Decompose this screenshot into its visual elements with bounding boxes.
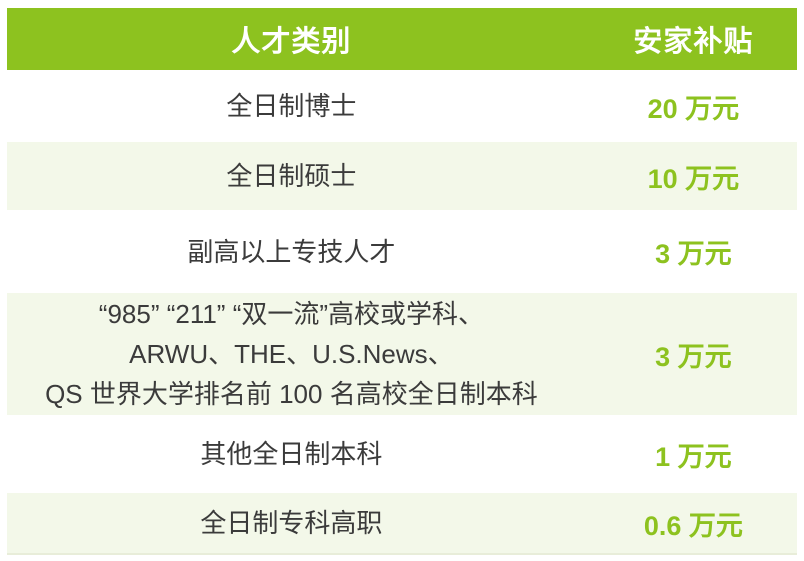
subsidy-cell: 0.6 万元 xyxy=(643,510,743,541)
subsidy-cell: 3 万元 xyxy=(655,239,732,269)
category-line: 全日制博士 xyxy=(226,91,357,121)
header-subsidy-cell: 安家补贴 xyxy=(633,26,754,58)
table-header-row: 人才类别 安家补贴 xyxy=(7,8,797,70)
category-cell: 全日制硕士 xyxy=(7,156,576,196)
category-line: ARWU、THE、U.S.News、 xyxy=(129,339,454,369)
category-line: “985” “211” “双一流”高校或学科、 xyxy=(98,299,485,329)
table-row: 全日制博士 20 万元 xyxy=(7,70,797,142)
table-row: 副高以上专技人才 3 万元 xyxy=(7,210,797,293)
subsidy-table: 人才类别 安家补贴 全日制博士 20 万元 全日制硕士 10 万元 副高以上专技… xyxy=(7,8,797,555)
header-category-cell: 人才类别 xyxy=(231,26,352,58)
table-row: “985” “211” “双一流”高校或学科、 ARWU、THE、U.S.News… xyxy=(7,293,797,415)
category-cell: 副高以上专技人才 xyxy=(7,232,576,272)
category-line: 副高以上专技人才 xyxy=(187,236,396,267)
table-body: 全日制博士 20 万元 全日制硕士 10 万元 副高以上专技人才 3 万元 “9… xyxy=(7,70,797,553)
subsidy-cell: 1 万元 xyxy=(655,441,732,472)
category-cell: 全日制专科高职 xyxy=(7,503,576,543)
subsidy-cell: 10 万元 xyxy=(647,163,740,194)
table-row: 全日制专科高职 0.6 万元 xyxy=(7,493,797,553)
category-line: 全日制硕士 xyxy=(226,161,357,191)
table-row: 全日制硕士 10 万元 xyxy=(7,142,797,210)
subsidy-cell: 3 万元 xyxy=(655,341,732,372)
subsidy-cell: 20 万元 xyxy=(647,93,740,124)
category-line: QS 世界大学排名前 100 名高校全日制本科 xyxy=(45,379,538,409)
category-line: 全日制专科高职 xyxy=(200,508,383,538)
category-cell: “985” “211” “双一流”高校或学科、 ARWU、THE、U.S.News… xyxy=(7,294,576,414)
table-row: 其他全日制本科 1 万元 xyxy=(7,415,797,493)
category-line: 其他全日制本科 xyxy=(200,439,383,469)
category-cell: 全日制博士 xyxy=(7,86,576,126)
category-cell: 其他全日制本科 xyxy=(7,434,576,474)
